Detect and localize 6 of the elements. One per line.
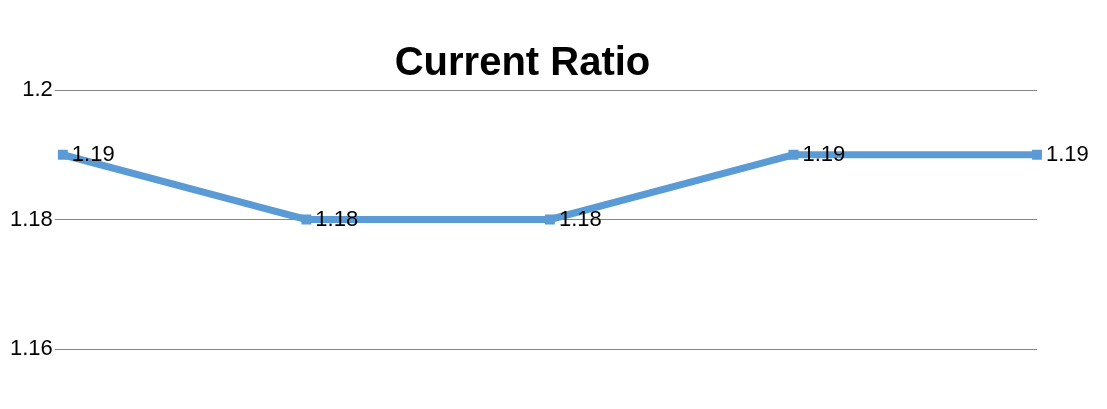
- data-label: 1.19: [71, 140, 115, 166]
- y-tick-label: 1.18: [9, 205, 53, 231]
- y-tick-label: 1.16: [9, 335, 53, 361]
- y-tick-label: 1.2: [22, 76, 53, 102]
- chart-title: Current Ratio: [394, 39, 651, 84]
- data-label: 1.19: [1046, 140, 1089, 166]
